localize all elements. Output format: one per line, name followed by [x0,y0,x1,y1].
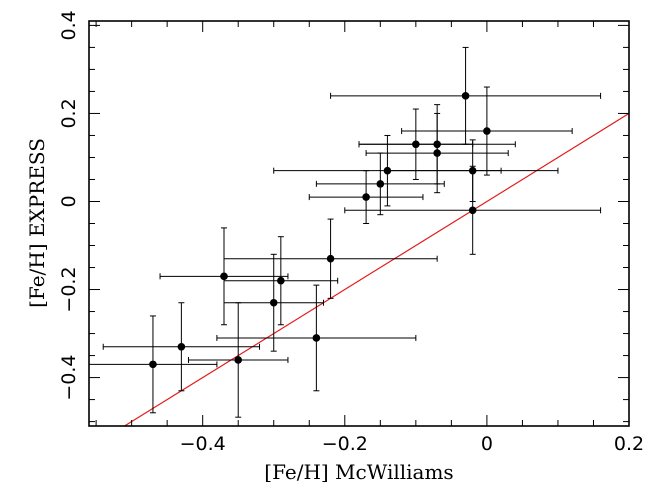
plot-frame [88,20,630,427]
data-point-6 [223,236,339,326]
marker [312,334,321,342]
data-point-5 [223,253,324,352]
data-points-layer [88,46,602,418]
x-tick-label: 0.2 [614,433,644,455]
marker [326,254,335,263]
reference-line-y-equals-x [123,112,629,426]
marker [468,206,477,215]
reference-line-layer [123,112,629,426]
data-point-14 [365,112,509,194]
marker [277,276,285,285]
data-point-4 [159,227,289,326]
y-tick-label: −0.2 [58,266,80,312]
y-axis-title: [Fe/H] EXPRESS [25,138,49,308]
data-point-9 [308,170,424,224]
data-point-1 [88,315,218,414]
marker [376,180,385,188]
data-point-2 [102,302,261,392]
data-point-18 [344,165,602,255]
x-tick-label: −0.2 [322,433,368,455]
marker [483,127,491,135]
y-tick-label: 0.2 [58,98,80,128]
y-axis: −0.4 −0.2 0 0.2 0.4 [58,10,629,423]
x-tick-label: −0.4 [180,433,226,455]
marker [149,360,157,369]
data-point-7 [216,284,417,392]
marker [234,356,243,364]
data-point-3 [187,302,289,418]
x-axis: −0.4 −0.2 0 0.2 [95,21,644,455]
y-tick-label: −0.4 [58,355,80,401]
marker [269,298,278,307]
marker [461,92,470,100]
data-point-10 [315,152,445,216]
x-tick-label: 0 [481,433,493,455]
marker [220,272,228,281]
marker [177,342,186,351]
data-point-15 [330,46,602,145]
marker [362,193,370,201]
data-point-8 [223,218,438,299]
marker [433,149,441,157]
y-tick-label: 0 [58,195,80,207]
x-axis-title: [Fe/H] McWilliams [264,460,453,484]
y-tick-label: 0.4 [58,10,80,40]
data-point-16 [401,86,573,176]
